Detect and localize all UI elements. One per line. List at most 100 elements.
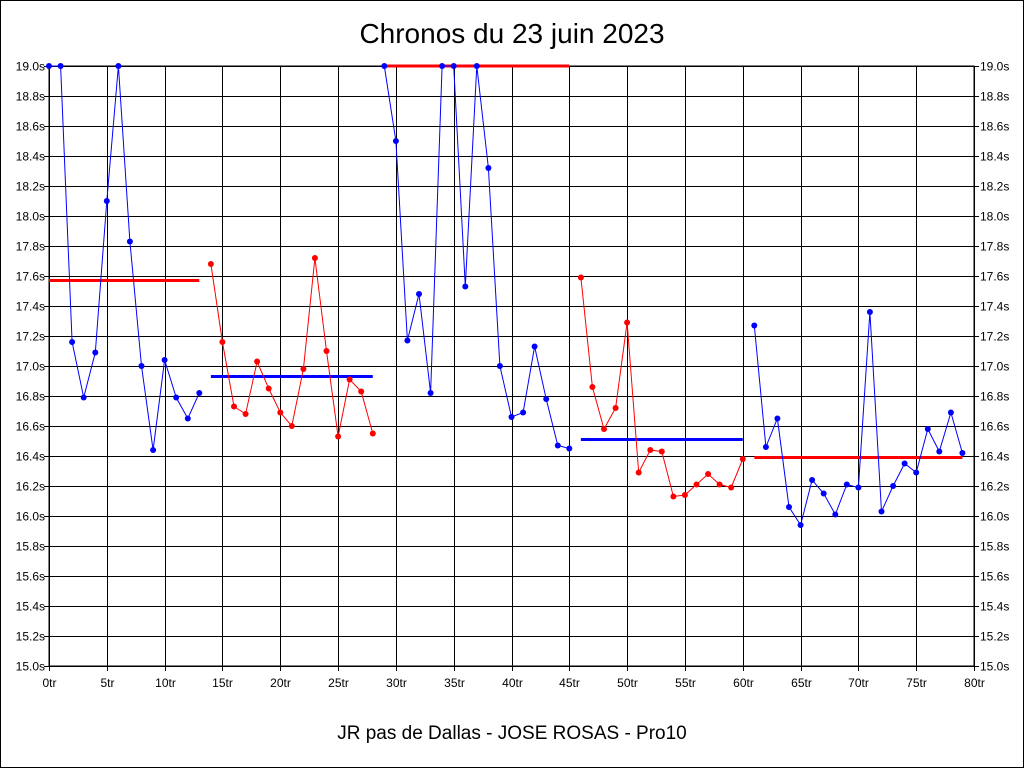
data-point <box>184 415 191 422</box>
x-tick-label: 50tr <box>617 676 638 690</box>
chart-subtitle: JR pas de Dallas - JOSE ROSAS - Pro10 <box>337 723 687 744</box>
y-tick-label-left: 18.4s <box>16 150 45 164</box>
data-point <box>728 484 735 491</box>
x-tick-label: 0tr <box>42 676 56 690</box>
data-point <box>531 343 538 350</box>
y-tick-label-right: 16.8s <box>980 390 1009 404</box>
data-point <box>231 403 237 410</box>
x-tick-label: 35tr <box>444 676 465 690</box>
data-point <box>404 337 411 344</box>
y-tick-label-right: 17.0s <box>980 360 1009 374</box>
y-tick-label-left: 17.4s <box>16 300 45 314</box>
data-point <box>80 394 87 401</box>
x-tick-label: 65tr <box>791 676 812 690</box>
y-tick-label-left: 16.8s <box>16 390 45 404</box>
y-tick-label-left: 15.6s <box>16 570 45 584</box>
y-tick-label-left: 15.4s <box>16 600 45 614</box>
data-point <box>150 447 157 453</box>
y-tick-label-right: 15.0s <box>980 660 1009 674</box>
x-tick-label: 80tr <box>964 676 985 690</box>
y-tick-label-left: 18.6s <box>16 120 45 134</box>
x-tick-label: 20tr <box>270 676 291 690</box>
data-point <box>485 165 492 171</box>
data-point <box>392 138 399 144</box>
y-tick-label-left: 17.6s <box>16 270 45 284</box>
y-tick-label-right: 15.6s <box>980 570 1009 584</box>
data-point <box>46 63 52 69</box>
y-tick-label-left: 18.0s <box>16 210 45 224</box>
data-point <box>577 274 584 281</box>
data-point <box>705 471 712 477</box>
data-point <box>496 363 503 369</box>
data-point <box>473 63 480 69</box>
data-point <box>554 442 561 449</box>
y-tick-label-right: 17.8s <box>980 240 1009 254</box>
x-tick-label: 15tr <box>212 676 233 690</box>
data-point <box>612 405 619 411</box>
x-tick-label: 70tr <box>848 676 869 690</box>
data-point <box>508 414 515 420</box>
y-tick-label-left: 16.0s <box>16 510 45 524</box>
x-tick-label: 55tr <box>675 676 696 690</box>
x-tick-label: 25tr <box>328 676 349 690</box>
data-point <box>69 339 76 345</box>
x-tick-label: 75tr <box>906 676 927 690</box>
data-point <box>924 426 931 432</box>
y-tick-label-right: 16.6s <box>980 420 1009 434</box>
y-tick-label-left: 15.0s <box>16 660 45 674</box>
y-tick-label-right: 15.8s <box>980 540 1009 554</box>
y-tick-label-right: 18.2s <box>980 180 1009 194</box>
data-point <box>416 291 422 297</box>
data-point <box>439 63 446 69</box>
data-point <box>878 508 885 515</box>
data-point <box>913 469 920 476</box>
y-tick-label-left: 18.2s <box>16 180 45 194</box>
data-point <box>311 255 318 261</box>
data-point <box>219 339 226 345</box>
y-tick-label-left: 19.0s <box>16 60 45 74</box>
data-point <box>358 388 365 395</box>
y-tick-label-right: 16.4s <box>980 450 1009 464</box>
y-tick-label-right: 19.0s <box>980 60 1009 74</box>
data-point <box>427 390 434 396</box>
y-tick-label-right: 15.4s <box>980 600 1009 614</box>
y-tick-label-right: 17.4s <box>980 300 1009 314</box>
y-tick-label-left: 18.8s <box>16 90 45 104</box>
y-tick-label-right: 18.6s <box>980 120 1009 134</box>
data-point <box>681 492 688 498</box>
data-point <box>126 238 133 245</box>
y-tick-label-right: 15.2s <box>980 630 1009 644</box>
data-point <box>589 384 596 390</box>
data-point <box>115 63 122 69</box>
data-point <box>300 366 307 372</box>
y-tick-label-left: 17.2s <box>16 330 45 344</box>
data-point <box>670 493 677 500</box>
data-point <box>196 390 203 396</box>
data-point <box>335 433 342 440</box>
y-tick-label-left: 16.4s <box>16 450 45 464</box>
data-point <box>936 448 943 455</box>
data-point <box>647 447 654 453</box>
y-tick-label-left: 15.8s <box>16 540 45 554</box>
data-point <box>323 348 330 354</box>
y-tick-label-left: 17.0s <box>16 360 45 374</box>
y-tick-label-right: 17.6s <box>980 270 1009 284</box>
data-point <box>173 394 180 401</box>
data-point <box>658 448 665 455</box>
data-point <box>947 409 954 416</box>
data-point <box>693 481 700 488</box>
data-point <box>242 411 249 417</box>
data-point <box>369 430 376 437</box>
data-point <box>832 511 839 518</box>
y-tick-label-left: 16.6s <box>16 420 45 434</box>
data-point <box>843 481 850 488</box>
data-point <box>959 450 966 456</box>
data-point <box>543 396 550 402</box>
data-point <box>774 415 781 422</box>
data-point <box>450 63 457 69</box>
data-point <box>254 358 261 365</box>
data-point <box>855 484 862 491</box>
data-point <box>739 456 746 462</box>
data-point <box>207 261 214 267</box>
data-point <box>751 322 758 329</box>
